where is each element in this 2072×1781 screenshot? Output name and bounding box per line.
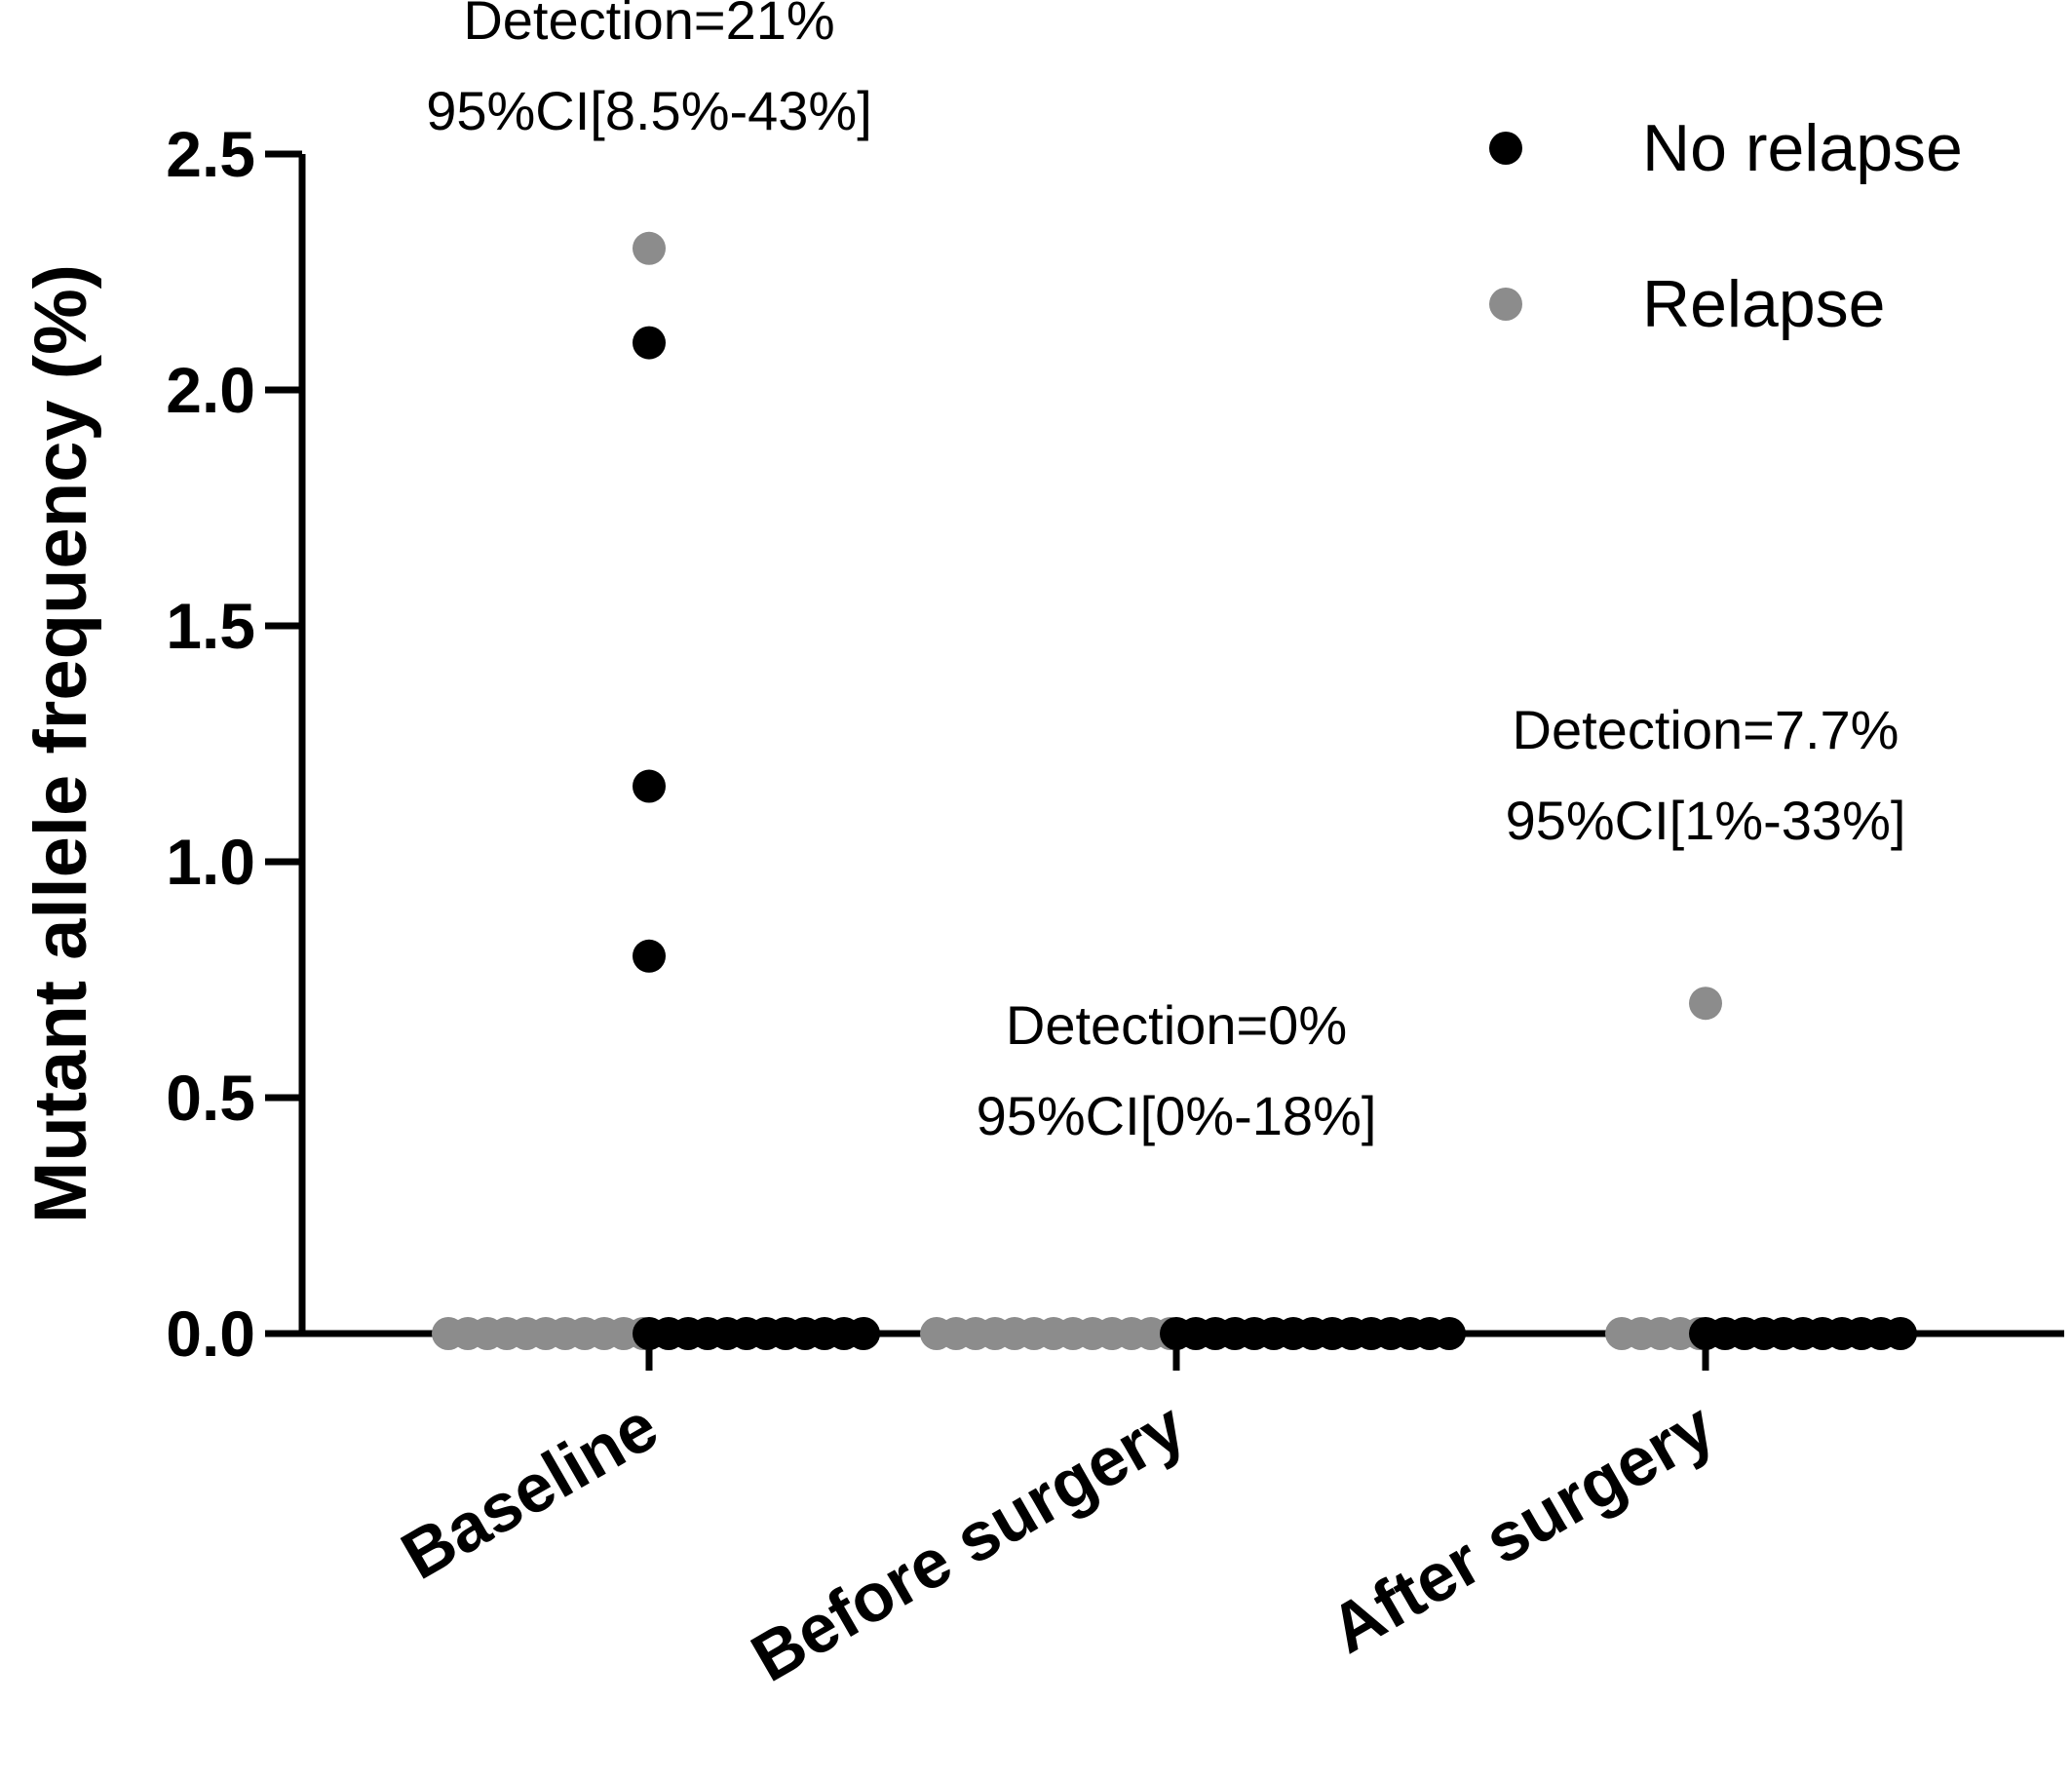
data-point — [633, 231, 666, 265]
data-point — [633, 939, 666, 973]
y-axis-label: Mutant allele frequency (%) — [19, 264, 102, 1223]
data-points — [432, 231, 1917, 1350]
data-point — [847, 1317, 880, 1350]
detection-annotations: Detection=21% 95%CI[8.5%-43%] Detection=0%… — [426, 0, 1905, 1146]
legend-marker — [1489, 132, 1522, 165]
x-tick-label: Baseline — [389, 1387, 670, 1594]
detection-rate-label: Detection=7.7% — [1513, 699, 1899, 760]
y-tick-label: 0.0 — [166, 1297, 255, 1370]
y-tick-label: 2.5 — [166, 118, 255, 190]
data-point — [1689, 987, 1722, 1021]
legend-label: No relapse — [1642, 111, 1963, 185]
data-point — [1884, 1317, 1917, 1350]
confidence-interval-label: 95%CI[1%-33%] — [1506, 790, 1906, 851]
data-point — [1433, 1317, 1466, 1350]
legend: No relapse Relapse — [1489, 111, 1963, 341]
legend-label: Relapse — [1642, 267, 1886, 341]
data-point — [633, 769, 666, 803]
x-tick-label: Before surgery — [739, 1387, 1197, 1696]
y-tick-label: 0.5 — [166, 1062, 255, 1134]
confidence-interval-label: 95%CI[0%-18%] — [977, 1085, 1377, 1146]
y-tick-label: 2.0 — [166, 354, 255, 426]
data-point — [633, 326, 666, 360]
x-ticks: Baseline Before surgery After surgery — [389, 1334, 1727, 1696]
detection-rate-label: Detection=21% — [463, 0, 834, 51]
detection-rate-label: Detection=0% — [1006, 994, 1347, 1056]
y-ticks: 0.0 0.5 1.0 1.5 2.0 2.5 — [166, 118, 302, 1370]
x-tick-label: After surgery — [1318, 1387, 1727, 1667]
y-tick-label: 1.0 — [166, 826, 255, 898]
confidence-interval-label: 95%CI[8.5%-43%] — [426, 80, 872, 141]
legend-marker — [1489, 288, 1522, 321]
y-tick-label: 1.5 — [166, 590, 255, 662]
